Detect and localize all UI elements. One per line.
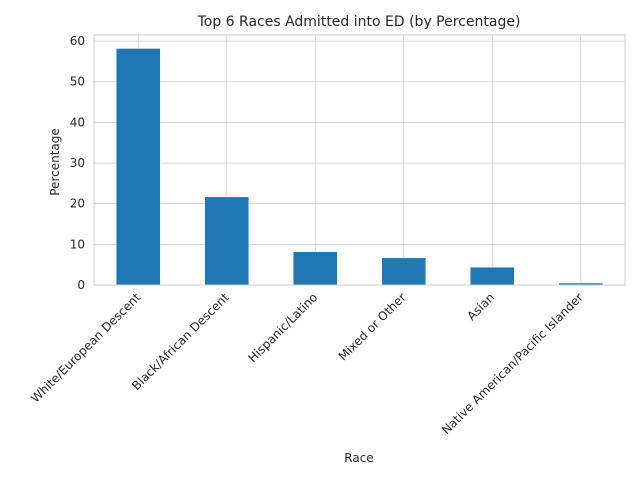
y-tick-label: 50 [70, 75, 85, 89]
bar [292, 251, 338, 286]
x-tick-label: Native American/Pacific Islander [439, 290, 586, 437]
x-tick-label: Mixed or Other [336, 290, 409, 363]
x-tick-label: Asian [464, 290, 497, 323]
x-axis-label: Race [344, 451, 373, 465]
bar [469, 266, 515, 286]
x-tick-label: White/European Descent [28, 290, 144, 406]
y-tick-label: 60 [70, 34, 85, 48]
y-tick-label: 20 [70, 197, 85, 211]
y-tick-label: 0 [77, 278, 85, 292]
bars-layer [115, 48, 604, 286]
grid-layer [94, 35, 625, 286]
x-tick-label: Black/African Descent [129, 290, 232, 393]
y-tick-label: 30 [70, 156, 85, 170]
y-axis-label: Percentage [48, 128, 62, 196]
bar [381, 257, 427, 286]
bar [204, 196, 250, 286]
y-tick-label: 40 [70, 115, 85, 129]
x-tick-label: Hispanic/Latino [245, 290, 320, 365]
spines-layer [93, 34, 626, 286]
bar [115, 48, 161, 286]
chart-title: Top 6 Races Admitted into ED (by Percent… [197, 14, 521, 30]
plot-frame [93, 34, 626, 286]
y-ticks: 0 10 20 30 40 50 60 [70, 34, 85, 292]
y-tick-label: 10 [70, 237, 85, 251]
